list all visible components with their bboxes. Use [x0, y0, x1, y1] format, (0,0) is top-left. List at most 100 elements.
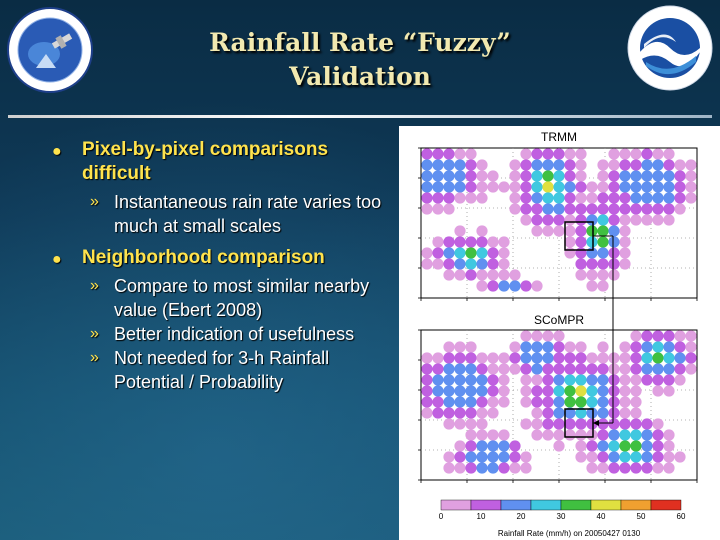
- trmm-panel-rain-pixel: [465, 181, 477, 193]
- trmm-panel-rain-pixel: [586, 214, 598, 226]
- scompr-panel-rain-pixel: [641, 352, 653, 364]
- colorbar-segment: [620, 499, 652, 511]
- trmm-panel-rain-pixel: [553, 192, 565, 204]
- colorbar-segment: [650, 499, 682, 511]
- scompr-panel-rain-pixel: [487, 374, 499, 386]
- scompr-panel-rain-pixel: [608, 352, 620, 364]
- trmm-panel-rain-pixel: [663, 203, 675, 215]
- colorbar-tick-label: 50: [637, 512, 646, 521]
- trmm-panel-rain-pixel: [586, 203, 598, 215]
- scompr-panel-rain-pixel: [465, 341, 477, 353]
- trmm-panel-rain-pixel: [608, 203, 620, 215]
- trmm-panel-rain-pixel: [575, 225, 587, 237]
- scompr-panel-rain-pixel: [641, 341, 653, 353]
- trmm-panel-rain-pixel: [608, 170, 620, 182]
- trmm-panel-rain-pixel: [586, 192, 598, 204]
- scompr-panel-rain-pixel: [674, 363, 686, 375]
- trmm-panel-rain-pixel: [553, 214, 565, 226]
- scompr-panel-rain-pixel: [663, 341, 675, 353]
- trmm-panel-rain-pixel: [432, 148, 444, 160]
- trmm-panel-rain-pixel: [652, 214, 664, 226]
- scompr-panel-rain-pixel: [542, 429, 554, 441]
- scompr-panel-rain-pixel: [465, 385, 477, 397]
- trmm-panel-rain-pixel: [509, 192, 521, 204]
- scompr-panel-rain-pixel: [597, 451, 609, 463]
- scompr-panel-rain-pixel: [443, 418, 455, 430]
- scompr-panel-rain-pixel: [619, 352, 631, 364]
- trmm-panel-rain-pixel: [641, 159, 653, 171]
- scompr-panel-rain-pixel: [619, 429, 631, 441]
- trmm-panel-rain-pixel: [454, 181, 466, 193]
- trmm-panel-rain-pixel: [443, 258, 455, 270]
- scompr-panel-rain-pixel: [630, 330, 642, 342]
- trmm-panel-rain-pixel: [509, 181, 521, 193]
- scompr-panel-rain-pixel: [652, 429, 664, 441]
- trmm-panel-rain-pixel: [608, 192, 620, 204]
- trmm-panel-rain-pixel: [586, 280, 598, 292]
- trmm-panel-rain-pixel: [608, 236, 620, 248]
- trmm-panel-rain-pixel: [421, 148, 433, 160]
- scompr-panel-rain-pixel: [597, 429, 609, 441]
- trmm-panel-rain-pixel: [575, 236, 587, 248]
- trmm-panel-rain-pixel: [421, 181, 433, 193]
- scompr-panel-rain-pixel: [553, 352, 565, 364]
- colorbar-tick-label: 0: [439, 512, 444, 521]
- scompr-panel-rain-pixel: [630, 418, 642, 430]
- trmm-panel-rain-pixel: [586, 181, 598, 193]
- scompr-panel-rain-pixel: [564, 385, 576, 397]
- scompr-panel-rain-pixel: [630, 396, 642, 408]
- trmm-panel-rain-pixel: [575, 170, 587, 182]
- trmm-panel-rain-pixel: [564, 236, 576, 248]
- trmm-panel-rain-pixel: [421, 192, 433, 204]
- scompr-panel-rain-pixel: [487, 363, 499, 375]
- scompr-panel-rain-pixel: [454, 407, 466, 419]
- trmm-panel-rain-pixel: [465, 236, 477, 248]
- trmm-panel-rain-pixel: [520, 159, 532, 171]
- scompr-panel-rain-pixel: [608, 363, 620, 375]
- trmm-panel-rain-pixel: [619, 225, 631, 237]
- scompr-panel-rain-pixel: [575, 374, 587, 386]
- scompr-panel-rain-pixel: [575, 407, 587, 419]
- scompr-panel-rain-pixel: [553, 330, 565, 342]
- trmm-panel-rain-pixel: [608, 148, 620, 160]
- scompr-panel-rain-pixel: [454, 363, 466, 375]
- trmm-panel-rain-pixel: [630, 203, 642, 215]
- scompr-panel-rain-pixel: [487, 429, 499, 441]
- scompr-panel-rain-pixel: [476, 396, 488, 408]
- trmm-panel-rain-pixel: [575, 269, 587, 281]
- trmm-panel-rain-pixel: [520, 170, 532, 182]
- scompr-panel-rain-pixel: [564, 407, 576, 419]
- scompr-panel-rain-pixel: [520, 330, 532, 342]
- trmm-panel-rain-pixel: [454, 225, 466, 237]
- trmm-panel-rain-pixel: [630, 192, 642, 204]
- scompr-panel-rain-pixel: [564, 352, 576, 364]
- scompr-panel-rain-pixel: [597, 407, 609, 419]
- trmm-panel-rain-pixel: [663, 214, 675, 226]
- sub-bullet-2-1-text: Compare to most similar nearby value (Eb…: [114, 276, 370, 320]
- trmm-panel-rain-pixel: [575, 203, 587, 215]
- trmm-panel-rain-pixel: [454, 148, 466, 160]
- trmm-panel-rain-pixel: [465, 258, 477, 270]
- scompr-panel-rain-pixel: [542, 330, 554, 342]
- trmm-panel-rain-pixel: [685, 192, 697, 204]
- scompr-panel-rain-pixel: [443, 352, 455, 364]
- trmm-panel-rain-pixel: [476, 192, 488, 204]
- trmm-panel-rain-pixel: [608, 159, 620, 171]
- scompr-panel-rain-pixel: [674, 451, 686, 463]
- connector-arrowhead: [593, 420, 599, 426]
- scompr-panel-rain-pixel: [630, 363, 642, 375]
- scompr-panel-rain-pixel: [542, 374, 554, 386]
- scompr-panel-rain-pixel: [487, 440, 499, 452]
- scompr-panel-rain-pixel: [454, 418, 466, 430]
- scompr-panel-rain-pixel: [630, 451, 642, 463]
- scompr-panel-rain-pixel: [476, 363, 488, 375]
- trmm-panel-rain-pixel: [432, 203, 444, 215]
- scompr-panel-rain-pixel: [432, 407, 444, 419]
- scompr-panel-rain-pixel: [520, 363, 532, 375]
- scompr-panel-rain-pixel: [498, 374, 510, 386]
- scompr-panel-rain-pixel: [641, 418, 653, 430]
- scompr-panel-rain-pixel: [520, 385, 532, 397]
- scompr-panel-rain-pixel: [597, 396, 609, 408]
- scompr-panel-rain-pixel: [652, 352, 664, 364]
- trmm-panel-rain-pixel: [597, 181, 609, 193]
